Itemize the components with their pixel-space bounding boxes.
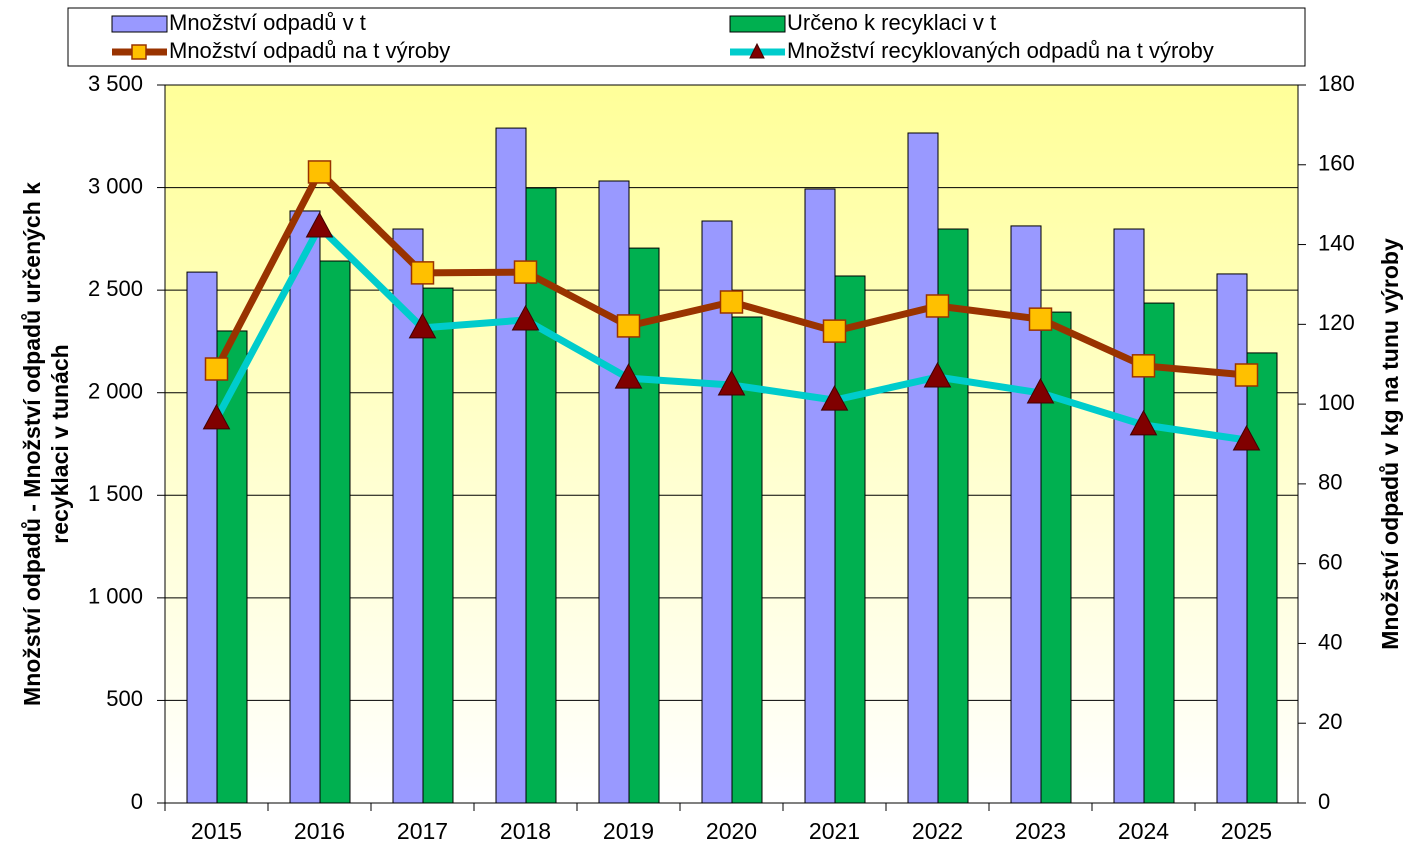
legend-label: Množství recyklovaných odpadů na t výrob… bbox=[787, 38, 1214, 63]
marker bbox=[1234, 363, 1259, 387]
legend-label: Určeno k recyklaci v t bbox=[787, 10, 996, 35]
bar bbox=[319, 260, 351, 804]
marker bbox=[923, 361, 952, 388]
x-tick-label: 2020 bbox=[706, 818, 757, 844]
marker bbox=[719, 290, 744, 314]
x-tick-label: 2025 bbox=[1221, 818, 1272, 844]
legend-label: Množství odpadů v t bbox=[169, 10, 366, 35]
marker bbox=[1232, 424, 1261, 451]
marker bbox=[820, 385, 849, 411]
marker bbox=[305, 211, 334, 238]
x-tick-label: 2019 bbox=[603, 818, 654, 844]
y-tick-label: 3 000 bbox=[88, 173, 143, 198]
y-axis-title: Množství odpadů - Množství odpadů určený… bbox=[19, 182, 45, 706]
y2-tick-label: 60 bbox=[1318, 549, 1342, 574]
marker bbox=[1131, 354, 1156, 378]
y-tick-label: 1 500 bbox=[88, 481, 143, 506]
bar bbox=[834, 275, 866, 804]
bar bbox=[937, 228, 969, 804]
bar bbox=[1143, 302, 1175, 804]
marker bbox=[1028, 307, 1053, 331]
y-axis-title: recyklaci v tunách bbox=[47, 344, 73, 543]
bar bbox=[1216, 273, 1248, 804]
bar bbox=[907, 132, 939, 804]
bar bbox=[186, 271, 218, 804]
y2-tick-label: 20 bbox=[1318, 709, 1342, 734]
legend-marker bbox=[749, 42, 765, 59]
marker bbox=[822, 319, 847, 343]
bar bbox=[289, 210, 321, 804]
marker bbox=[204, 357, 229, 381]
bar bbox=[422, 287, 454, 804]
y2-tick-label: 0 bbox=[1318, 789, 1330, 814]
marker bbox=[307, 160, 332, 184]
bar bbox=[1113, 228, 1145, 804]
x-tick-label: 2017 bbox=[397, 818, 448, 844]
x-tick-label: 2018 bbox=[500, 818, 551, 844]
legend bbox=[67, 7, 1306, 67]
y2-tick-label: 140 bbox=[1318, 230, 1355, 255]
marker bbox=[410, 261, 435, 285]
y-tick-label: 1 000 bbox=[88, 584, 143, 609]
marker bbox=[614, 363, 643, 389]
bar bbox=[216, 330, 248, 804]
x-tick-label: 2024 bbox=[1118, 818, 1169, 844]
bar bbox=[525, 187, 557, 804]
marker bbox=[408, 312, 437, 339]
legend-label: Množství odpadů na t výroby bbox=[169, 38, 450, 63]
bar bbox=[1246, 352, 1278, 804]
bar bbox=[701, 220, 733, 804]
y-tick-label: 2 500 bbox=[88, 276, 143, 301]
y2-tick-label: 120 bbox=[1318, 310, 1355, 335]
bar bbox=[628, 247, 660, 804]
bar bbox=[804, 188, 836, 804]
y2-tick-label: 80 bbox=[1318, 470, 1342, 495]
x-tick-label: 2016 bbox=[294, 818, 345, 844]
y2-tick-label: 40 bbox=[1318, 629, 1342, 654]
bar bbox=[495, 127, 527, 804]
bar bbox=[731, 316, 763, 804]
y2-tick-label: 180 bbox=[1318, 71, 1355, 96]
marker bbox=[717, 369, 746, 396]
legend-swatch bbox=[111, 15, 168, 33]
y2-axis-title: Množství odpadů v kg na tunu výroby bbox=[1377, 238, 1403, 650]
marker bbox=[1026, 377, 1055, 404]
y2-tick-label: 160 bbox=[1318, 151, 1355, 176]
marker bbox=[1129, 409, 1158, 436]
marker bbox=[202, 403, 231, 430]
x-tick-label: 2022 bbox=[912, 818, 963, 844]
y-tick-label: 2 000 bbox=[88, 379, 143, 404]
bar bbox=[1040, 311, 1072, 804]
legend-marker bbox=[131, 44, 147, 60]
marker bbox=[616, 314, 641, 338]
marker bbox=[513, 260, 538, 284]
y-tick-label: 0 bbox=[131, 789, 143, 814]
bar bbox=[598, 180, 630, 804]
y-tick-label: 500 bbox=[106, 686, 143, 711]
y-tick-label: 3 500 bbox=[88, 71, 143, 96]
x-tick-label: 2021 bbox=[809, 818, 860, 844]
y2-tick-label: 100 bbox=[1318, 390, 1355, 415]
marker bbox=[925, 294, 950, 318]
x-tick-label: 2015 bbox=[191, 818, 242, 844]
legend-swatch bbox=[729, 15, 786, 33]
x-tick-label: 2023 bbox=[1015, 818, 1066, 844]
marker bbox=[511, 304, 540, 331]
